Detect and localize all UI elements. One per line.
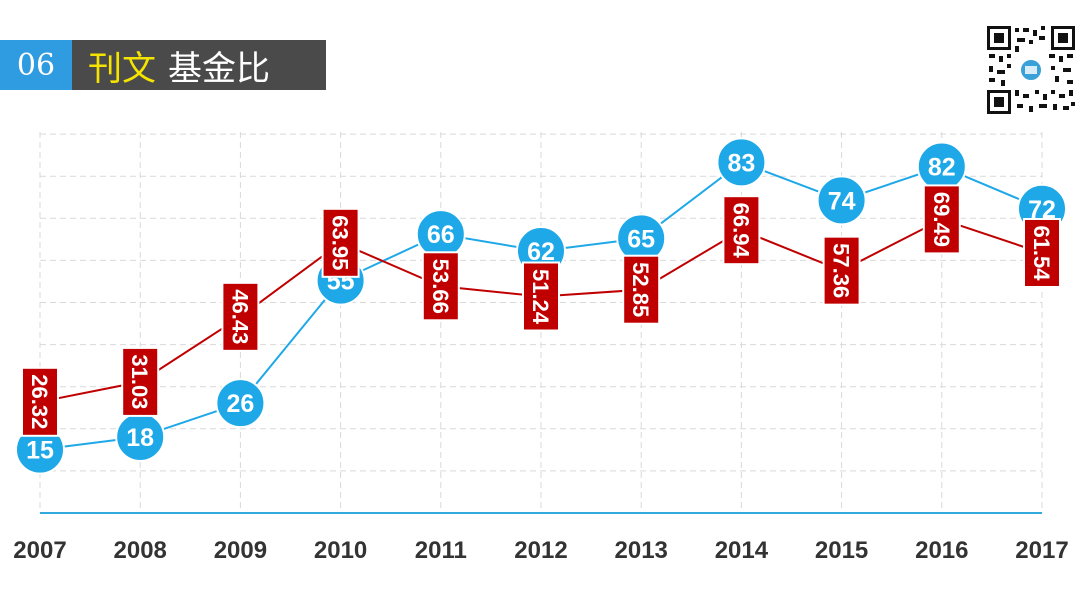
data-label-blue: 15 — [26, 437, 54, 465]
data-point-red: 52.85 — [622, 254, 661, 325]
data-point-red: 57.36 — [822, 235, 861, 306]
data-point-red: 63.95 — [321, 207, 360, 278]
x-tick-label: 2010 — [314, 537, 367, 564]
data-label-blue: 74 — [828, 187, 856, 215]
data-marker-red — [121, 346, 160, 417]
x-tick-label: 2011 — [415, 537, 467, 564]
data-label-red: 52.85 — [628, 262, 653, 317]
data-point-red: 31.03 — [121, 346, 160, 417]
data-point-red: 26.32 — [21, 366, 59, 437]
slide-title-rest: 基金比 — [168, 49, 270, 88]
data-point-red: 61.54 — [1023, 217, 1061, 288]
x-tick-label: 2013 — [615, 537, 668, 564]
data-marker-blue — [816, 175, 867, 226]
data-point-blue: 26 — [215, 378, 266, 429]
qr-code-icon — [985, 24, 1077, 116]
x-tick-label: 2007 — [13, 537, 66, 564]
data-marker-red — [822, 235, 861, 306]
x-tick-label: 2015 — [815, 537, 868, 564]
x-tick-label: 2008 — [114, 537, 167, 564]
data-label-red: 57.36 — [829, 243, 854, 298]
data-point-blue: 83 — [716, 137, 767, 188]
data-label-red: 26.32 — [27, 374, 52, 429]
data-marker-red — [622, 254, 661, 325]
data-label-red: 61.54 — [1029, 225, 1054, 281]
data-label-blue: 65 — [627, 225, 655, 253]
data-marker-blue — [716, 137, 767, 188]
data-label-blue: 82 — [928, 154, 956, 182]
data-label-red: 51.24 — [528, 269, 553, 325]
slide-title-highlight: 刊文 — [88, 49, 156, 88]
chart-grid — [39, 132, 1043, 513]
data-label-red: 63.95 — [328, 215, 353, 270]
data-marker-red — [922, 184, 961, 255]
data-point-blue: 66 — [415, 209, 466, 260]
data-label-red: 31.03 — [127, 354, 152, 409]
data-point-blue: 15 — [15, 424, 65, 475]
data-marker-red — [321, 207, 360, 278]
data-label-blue: 62 — [527, 238, 555, 266]
x-tick-label: 2012 — [514, 537, 567, 564]
data-point-red: 69.49 — [922, 184, 961, 255]
data-marker-red — [1023, 217, 1061, 288]
x-tick-label: 2014 — [715, 537, 769, 564]
x-tick-label: 2016 — [915, 537, 968, 564]
data-point-blue: 74 — [816, 175, 867, 226]
slide-title: 刊文 基金比 — [72, 40, 326, 90]
data-label-blue: 66 — [427, 221, 455, 249]
data-point-red: 46.43 — [221, 281, 260, 352]
data-label-red: 53.66 — [428, 259, 453, 314]
data-marker-red — [522, 261, 560, 332]
data-label-red: 66.94 — [728, 203, 753, 259]
data-point-blue: 82 — [916, 141, 967, 192]
x-tick-label: 2009 — [214, 537, 267, 564]
data-point-red: 53.66 — [421, 251, 460, 322]
x-tick-label: 2017 — [1015, 537, 1068, 564]
slide-number: 06 — [0, 40, 72, 90]
data-marker-blue — [215, 378, 266, 429]
data-marker-red — [722, 195, 761, 266]
data-point-red: 51.24 — [522, 261, 560, 332]
data-label-red: 69.49 — [929, 192, 954, 247]
data-point-blue: 65 — [616, 213, 667, 264]
data-marker-red — [221, 281, 260, 352]
data-point-blue: 18 — [115, 411, 166, 462]
data-marker-red — [421, 251, 460, 322]
data-label-blue: 83 — [727, 149, 755, 177]
data-label-red: 46.43 — [227, 289, 252, 344]
data-label-blue: 18 — [126, 424, 154, 452]
data-point-red: 66.94 — [722, 195, 761, 266]
slide-title-bar: 06 刊文 基金比 — [0, 40, 326, 90]
data-label-blue: 26 — [226, 390, 254, 418]
data-marker-red — [21, 366, 59, 437]
